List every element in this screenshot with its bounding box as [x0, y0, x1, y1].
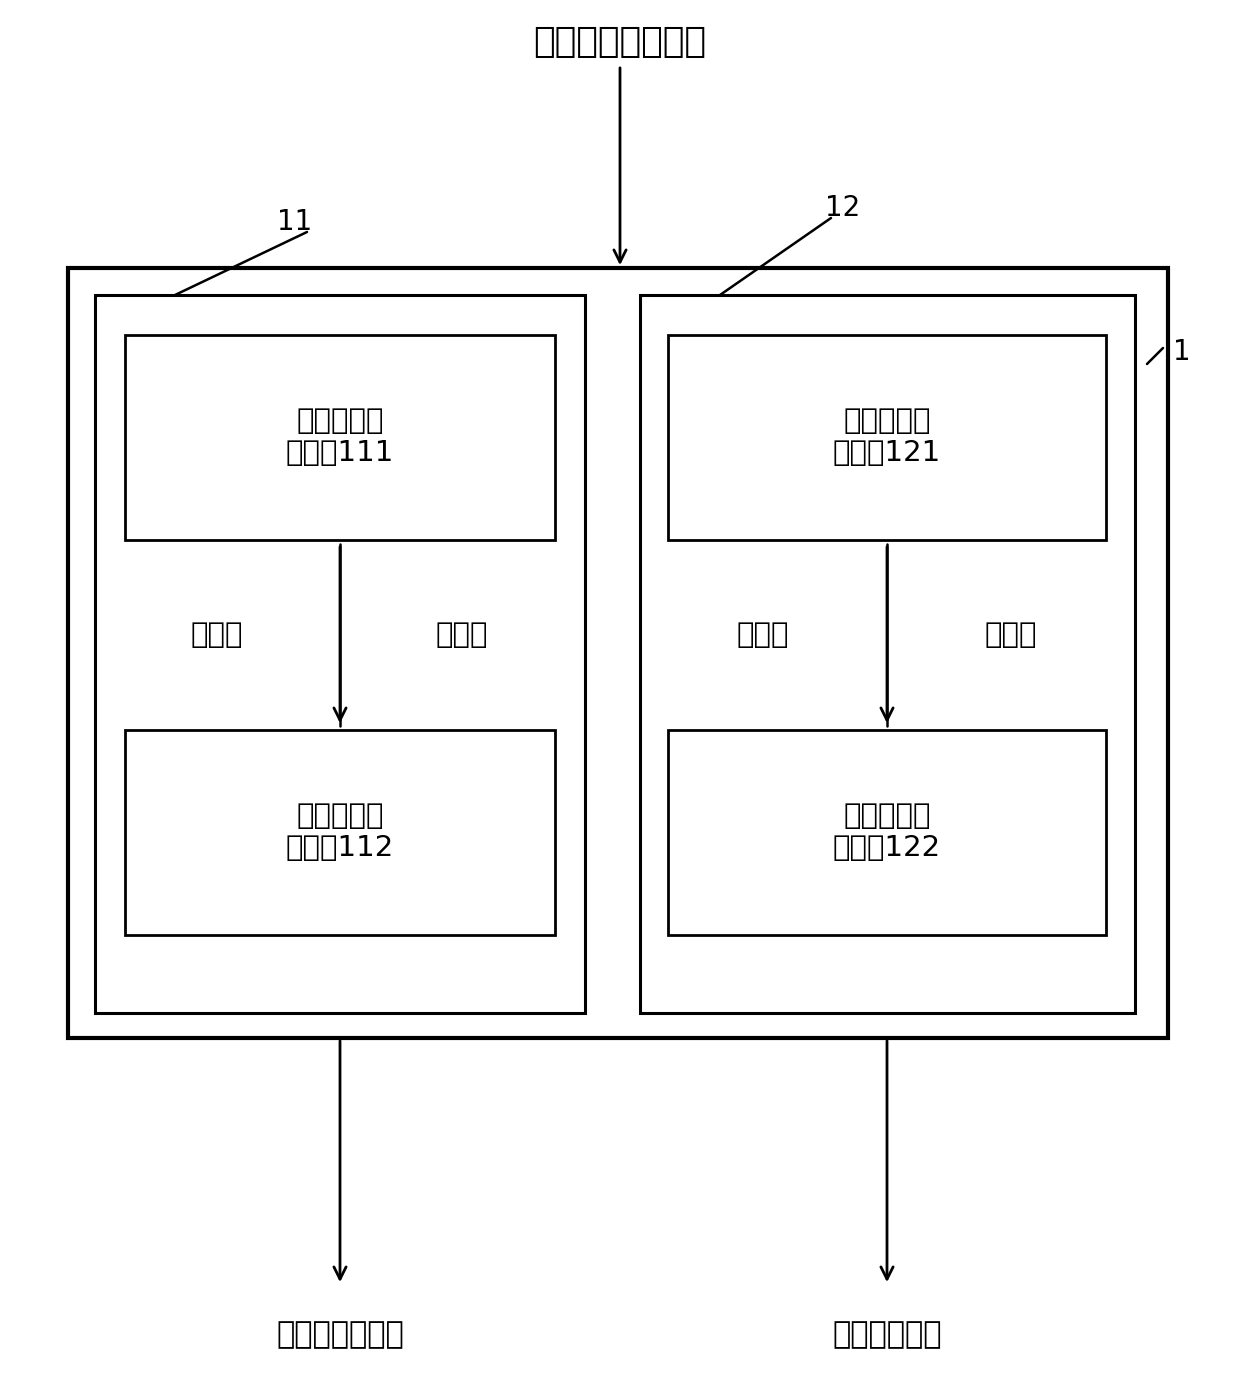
- Text: 第二映射判
断单元121: 第二映射判 断单元121: [833, 406, 941, 468]
- Text: 射单元: 射单元: [985, 621, 1037, 649]
- Bar: [95, 295, 585, 1013]
- Text: 第一映射执
行单元112: 第一映射执 行单元112: [286, 801, 394, 863]
- Text: 射单元: 射单元: [435, 621, 489, 649]
- Text: 11: 11: [278, 208, 312, 236]
- Text: 映射后的神经元: 映射后的神经元: [277, 1321, 404, 1350]
- Bar: [68, 268, 1168, 1039]
- Text: 1: 1: [1173, 338, 1190, 366]
- Bar: [668, 730, 1106, 935]
- Text: 第二映射执
行单元122: 第二映射执 行单元122: [833, 801, 941, 863]
- Text: 第一映射判
断单元111: 第一映射判 断单元111: [285, 406, 394, 468]
- Text: 第二映: 第二映: [737, 621, 789, 649]
- Text: 第一映: 第一映: [191, 621, 243, 649]
- Bar: [640, 295, 1135, 1013]
- Text: 映射后的权值: 映射后的权值: [832, 1321, 941, 1350]
- Bar: [125, 335, 556, 540]
- Bar: [668, 335, 1106, 540]
- Bar: [125, 730, 556, 935]
- Text: 12: 12: [826, 194, 861, 222]
- Text: 输入神经元和权值: 输入神经元和权值: [533, 25, 707, 59]
